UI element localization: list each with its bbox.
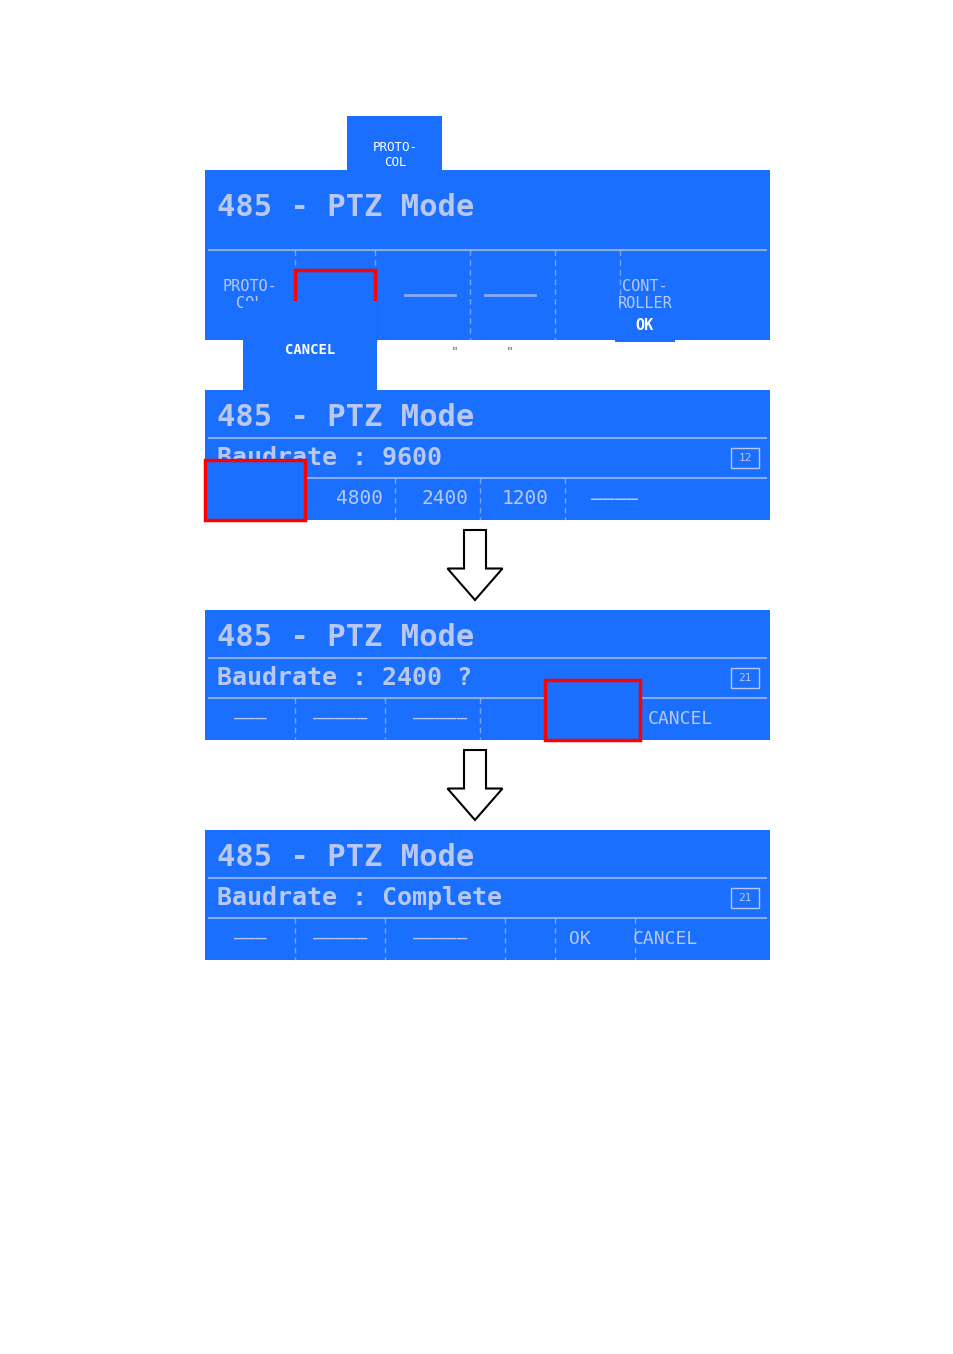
- Text: ————: ————: [591, 490, 638, 509]
- Text: OK: OK: [636, 318, 654, 333]
- Text: CANCEL: CANCEL: [632, 930, 697, 948]
- Text: —————: —————: [313, 709, 367, 728]
- Text: 4800: 4800: [336, 490, 383, 509]
- Text: CANCEL: CANCEL: [285, 343, 335, 357]
- Bar: [205, 171, 769, 340]
- Text: CONT-
ROLLER: CONT- ROLLER: [617, 279, 672, 311]
- Text: —————: —————: [313, 930, 367, 948]
- Text: 1200: 1200: [501, 490, 548, 509]
- Text: ": ": [507, 345, 513, 359]
- Text: Baudrate : Complete: Baudrate : Complete: [216, 886, 501, 910]
- Bar: [730, 888, 759, 909]
- Text: 21: 21: [738, 894, 751, 903]
- Text: 2400: 2400: [421, 490, 468, 509]
- Text: ———: ———: [233, 709, 266, 728]
- Text: OK: OK: [578, 709, 600, 728]
- Bar: [730, 448, 759, 468]
- Text: 9600: 9600: [241, 490, 288, 509]
- Text: 485 - PTZ Mode: 485 - PTZ Mode: [216, 403, 474, 432]
- Text: BAUD-
RATE: BAUD- RATE: [312, 279, 357, 311]
- Polygon shape: [447, 750, 502, 821]
- Polygon shape: [447, 529, 502, 600]
- Text: ———: ———: [233, 930, 266, 948]
- Bar: [730, 668, 759, 688]
- Text: CANCEL: CANCEL: [647, 709, 712, 728]
- Text: 21: 21: [738, 673, 751, 682]
- Bar: [615, 310, 675, 343]
- Text: Baudrate : 2400 ?: Baudrate : 2400 ?: [216, 666, 472, 691]
- Text: 485 - PTZ Mode: 485 - PTZ Mode: [216, 194, 474, 222]
- Text: OK: OK: [569, 930, 590, 948]
- Text: PROTO-
COL: PROTO- COL: [372, 141, 417, 169]
- Text: —————: —————: [413, 930, 467, 948]
- Bar: [544, 680, 639, 741]
- Bar: [205, 460, 305, 520]
- Text: 485 - PTZ Mode: 485 - PTZ Mode: [216, 623, 474, 653]
- Bar: [294, 269, 375, 340]
- Text: —————: —————: [413, 709, 467, 728]
- Bar: [205, 611, 769, 741]
- Text: 12: 12: [738, 454, 751, 463]
- Text: Baudrate : 9600: Baudrate : 9600: [216, 445, 441, 470]
- Bar: [205, 390, 769, 520]
- Bar: [205, 830, 769, 960]
- Text: ": ": [452, 345, 457, 359]
- Text: 485 - PTZ Mode: 485 - PTZ Mode: [216, 844, 474, 872]
- Text: PROTO-
COL: PROTO- COL: [222, 279, 277, 311]
